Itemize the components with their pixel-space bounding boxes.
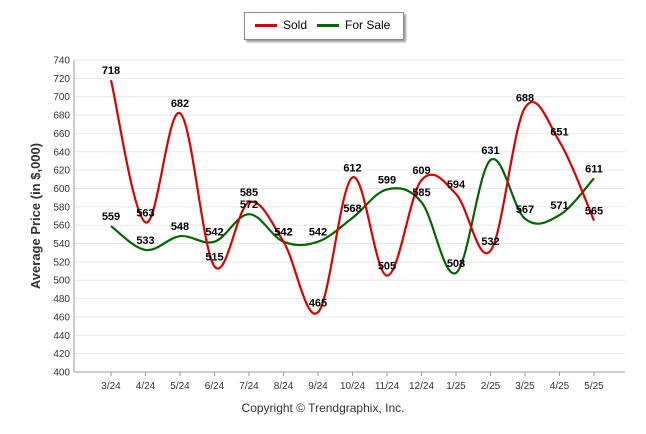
data-label-sold: 505 [378,261,396,273]
legend-item-sold: Sold [255,18,307,32]
data-label-for-sale: 599 [378,174,396,186]
data-label-sold: 465 [309,297,327,309]
x-tick-label: 3/24 [101,381,121,392]
y-tick-label: 660 [53,129,70,140]
data-label-sold: 682 [171,98,189,110]
y-tick-label: 480 [53,294,70,305]
x-tick-label: 8/24 [274,381,294,392]
data-label-for-sale: 631 [481,145,499,157]
x-tick-label: 11/24 [375,381,400,392]
y-axis-label: Average Price (in $,000) [28,143,43,289]
data-label-sold: 688 [516,93,534,105]
copyright-text: Copyright © Trendgraphix, Inc. [241,401,405,415]
legend-swatch-sold [255,23,277,27]
data-label-sold: 612 [343,162,361,174]
legend-label-sold: Sold [283,18,308,32]
y-tick-label: 560 [53,221,70,232]
data-label-sold: 542 [274,227,292,239]
data-label-for-sale: 542 [309,227,327,239]
data-label-for-sale: 548 [171,221,189,233]
data-label-for-sale: 568 [343,203,361,215]
data-label-for-sale: 542 [274,227,292,239]
data-label-sold: 563 [136,207,154,219]
x-tick-label: 9/24 [308,381,328,392]
data-label-for-sale: 572 [240,199,258,211]
y-tick-label: 580 [53,202,70,213]
legend-label-for-sale: For Sale [345,18,391,32]
legend: Sold For Sale [244,12,404,40]
x-tick-label: 6/24 [205,381,225,392]
y-tick-label: 500 [53,276,70,287]
x-tick-label: 4/24 [136,381,156,392]
y-tick-label: 400 [53,368,70,379]
x-tick-label: 12/24 [409,381,434,392]
x-tick-label: 10/24 [340,381,365,392]
data-label-sold: 532 [481,236,499,248]
y-tick-label: 440 [53,331,70,342]
y-tick-label: 720 [53,74,70,85]
data-label-sold: 609 [412,165,430,177]
y-tick-label: 600 [53,184,70,195]
y-tick-label: 420 [53,349,70,360]
series-line-sold [109,79,596,315]
data-label-sold: 718 [102,65,120,77]
data-label-for-sale: 508 [447,258,465,270]
x-tick-label: 1/25 [446,381,466,392]
y-tick-label: 700 [53,92,70,103]
y-tick-label: 680 [53,111,70,122]
x-tick-label: 5/25 [584,381,604,392]
data-label-sold: 515 [205,251,223,263]
data-label-sold: 565 [585,206,603,218]
legend-item-for-sale: For Sale [317,18,390,32]
series-line-for-sale [110,158,595,275]
y-tick-label: 520 [53,257,70,268]
y-tick-label: 740 [53,56,70,67]
x-tick-label: 4/25 [550,381,570,392]
x-tick-label: 5/24 [170,381,190,392]
data-label-for-sale: 567 [516,204,534,216]
x-tick-label: 3/25 [515,381,535,392]
y-tick-label: 620 [53,166,70,177]
data-label-sold: 585 [240,187,258,199]
data-label-for-sale: 559 [102,211,120,223]
y-tick-label: 640 [53,147,70,158]
legend-swatch-for-sale [317,23,339,27]
data-label-for-sale: 542 [205,227,223,239]
data-label-for-sale: 585 [412,187,430,199]
data-label-for-sale: 533 [136,235,154,247]
data-label-for-sale: 571 [550,200,568,212]
y-tick-label: 460 [53,312,70,323]
data-label-sold: 594 [447,179,466,191]
data-label-for-sale: 611 [585,163,603,175]
x-tick-label: 2/25 [481,381,501,392]
x-tick-label: 7/24 [239,381,259,392]
y-tick-label: 540 [53,239,70,250]
data-label-sold: 651 [550,127,568,139]
